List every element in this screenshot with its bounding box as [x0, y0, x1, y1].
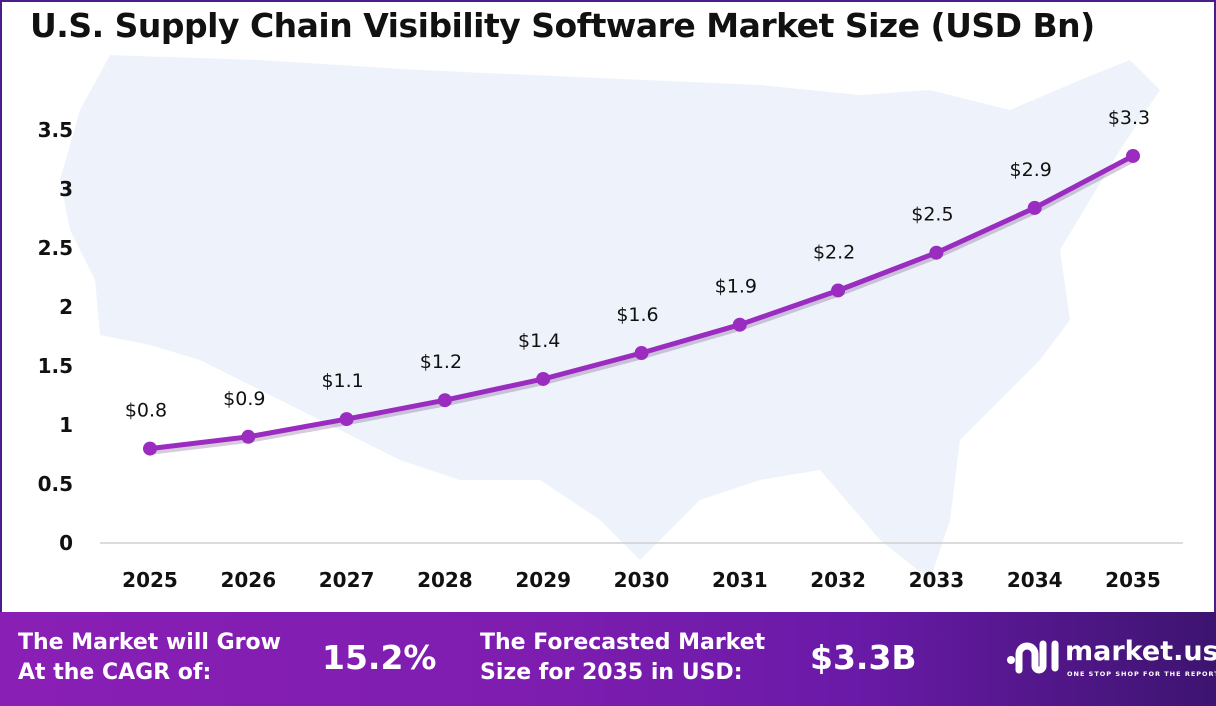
data-point	[929, 245, 944, 260]
data-point	[732, 317, 747, 332]
logo-icon	[1007, 640, 1059, 674]
cagr-value: 15.2%	[322, 638, 437, 677]
logo-name: market.us	[1065, 636, 1216, 667]
data-point	[1126, 148, 1140, 163]
x-tick-label: 2025	[122, 568, 178, 592]
footer-banner: The Market will Grow At the CAGR of: 15.…	[0, 612, 1216, 706]
x-tick-label: 2031	[712, 568, 768, 592]
data-label: $3.3	[1108, 107, 1150, 129]
data-point	[143, 441, 157, 456]
forecast-label-line1: The Forecasted Market	[480, 630, 766, 655]
y-tick-label: 1.5	[38, 354, 73, 378]
us-map-silhouette	[60, 55, 1160, 580]
x-tick-label: 2029	[515, 568, 571, 592]
data-label: $1.1	[321, 370, 363, 392]
forecast-label: The Forecasted Market Size for 2035 in U…	[480, 628, 765, 688]
x-tick-label: 2027	[319, 568, 375, 592]
data-point	[634, 346, 649, 361]
forecast-value: $3.3B	[810, 638, 917, 677]
x-tick-label: 2026	[220, 568, 276, 592]
data-label: $1.4	[518, 330, 560, 352]
x-tick-label: 2032	[810, 568, 866, 592]
data-point	[536, 371, 551, 386]
y-tick-label: 2	[59, 295, 73, 319]
x-tick-label: 2034	[1007, 568, 1063, 592]
data-label: $0.8	[125, 400, 167, 422]
y-tick-label: 0.5	[38, 472, 73, 496]
data-label: $1.6	[616, 304, 658, 326]
y-tick-label: 3.5	[38, 118, 73, 142]
cagr-label: The Market will Grow At the CAGR of:	[18, 628, 281, 688]
data-point	[1027, 200, 1042, 215]
forecast-label-line2: Size for 2035 in USD:	[480, 660, 743, 685]
data-label: $1.2	[420, 351, 462, 373]
logo-tagline: ONE STOP SHOP FOR THE REPORTS	[1067, 670, 1216, 678]
data-label: $2.5	[911, 204, 953, 226]
y-tick-label: 0	[59, 531, 73, 555]
data-point	[339, 412, 354, 427]
x-tick-label: 2030	[614, 568, 670, 592]
y-tick-label: 1	[59, 413, 73, 437]
data-label: $0.9	[223, 388, 265, 410]
chart-title: U.S. Supply Chain Visibility Software Ma…	[30, 6, 1095, 45]
data-point	[437, 393, 452, 408]
data-label: $2.9	[1010, 159, 1052, 181]
data-label: $1.9	[715, 276, 757, 298]
line-chart: 0 0.5 1 1.5 2 2.5 3 3.5 2025 2026 2027 2028 2029 203…	[38, 55, 1183, 592]
x-tick-label: 2035	[1105, 568, 1161, 592]
market-us-logo: market.us ONE STOP SHOP FOR THE REPORTS	[1005, 636, 1216, 686]
cagr-label-line1: The Market will Grow	[18, 630, 281, 655]
y-tick-label: 3	[59, 177, 73, 201]
cagr-label-line2: At the CAGR of:	[18, 660, 212, 685]
data-label: $2.2	[813, 241, 855, 263]
x-tick-label: 2028	[417, 568, 473, 592]
y-tick-label: 2.5	[38, 236, 73, 260]
data-point	[831, 283, 846, 298]
data-point	[241, 429, 256, 444]
x-tick-label: 2033	[909, 568, 965, 592]
